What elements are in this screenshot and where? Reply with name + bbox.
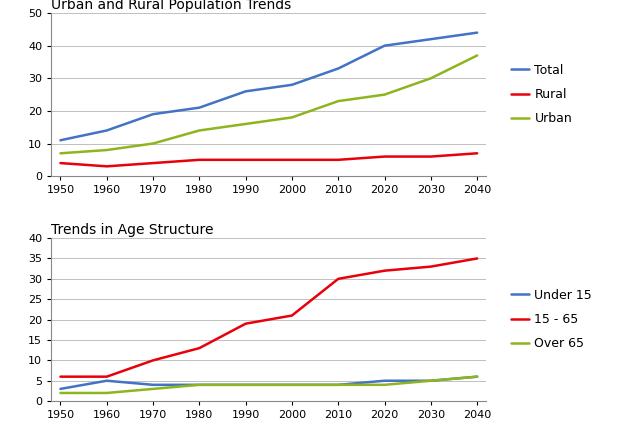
Under 15: [103, 378, 111, 383]
Urban: [242, 121, 250, 126]
Rural: [242, 157, 250, 163]
Rural: [381, 154, 388, 159]
15 - 65: [195, 345, 203, 351]
Total: [195, 105, 203, 110]
Over 65: [427, 378, 435, 383]
15 - 65: [242, 321, 250, 326]
15 - 65: [474, 256, 481, 261]
Under 15: [474, 374, 481, 379]
Under 15: [149, 382, 157, 388]
Over 65: [381, 382, 388, 388]
Rural: [103, 164, 111, 169]
15 - 65: [149, 358, 157, 363]
Total: [427, 37, 435, 42]
Total: [149, 112, 157, 117]
Under 15: [195, 382, 203, 388]
Over 65: [56, 390, 64, 395]
15 - 65: [103, 374, 111, 379]
Text: Trends in Age Structure: Trends in Age Structure: [51, 223, 214, 237]
Total: [242, 89, 250, 94]
Line: Rural: Rural: [60, 153, 477, 167]
Rural: [195, 157, 203, 163]
Under 15: [56, 386, 64, 392]
Total: [381, 43, 388, 48]
Line: Total: Total: [60, 33, 477, 140]
Line: Over 65: Over 65: [60, 377, 477, 393]
Over 65: [149, 386, 157, 392]
Urban: [56, 151, 64, 156]
Total: [288, 82, 296, 88]
15 - 65: [288, 313, 296, 318]
Over 65: [474, 374, 481, 379]
Urban: [149, 141, 157, 146]
Under 15: [288, 382, 296, 388]
Urban: [103, 147, 111, 153]
Over 65: [242, 382, 250, 388]
Line: Urban: Urban: [60, 55, 477, 153]
Under 15: [427, 378, 435, 383]
Urban: [288, 115, 296, 120]
Legend: Under 15, 15 - 65, Over 65: Under 15, 15 - 65, Over 65: [506, 284, 597, 355]
Line: 15 - 65: 15 - 65: [60, 259, 477, 377]
Total: [474, 30, 481, 35]
15 - 65: [427, 264, 435, 269]
Total: [56, 138, 64, 143]
Line: Under 15: Under 15: [60, 377, 477, 389]
15 - 65: [335, 276, 342, 282]
Legend: Total, Rural, Urban: Total, Rural, Urban: [506, 59, 577, 130]
Over 65: [288, 382, 296, 388]
Under 15: [242, 382, 250, 388]
Rural: [335, 157, 342, 163]
Over 65: [335, 382, 342, 388]
Under 15: [381, 378, 388, 383]
Total: [335, 66, 342, 71]
Urban: [427, 76, 435, 81]
Urban: [195, 128, 203, 133]
Text: Urban and Rural Population Trends: Urban and Rural Population Trends: [51, 0, 291, 12]
15 - 65: [56, 374, 64, 379]
Over 65: [103, 390, 111, 395]
Under 15: [335, 382, 342, 388]
Rural: [474, 151, 481, 156]
Urban: [381, 92, 388, 97]
15 - 65: [381, 268, 388, 273]
Rural: [427, 154, 435, 159]
Rural: [56, 160, 64, 166]
Rural: [288, 157, 296, 163]
Urban: [474, 53, 481, 58]
Urban: [335, 99, 342, 104]
Rural: [149, 160, 157, 166]
Over 65: [195, 382, 203, 388]
Total: [103, 128, 111, 133]
